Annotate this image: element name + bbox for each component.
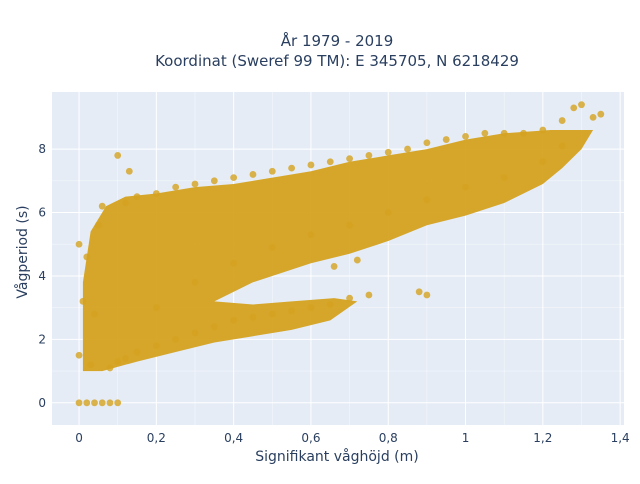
scatter-point (353, 256, 361, 264)
scatter-point (152, 342, 160, 350)
scatter-point (230, 316, 238, 324)
scatter-point (114, 152, 122, 159)
scatter-point (152, 304, 160, 312)
x-tick-label: 0 (75, 431, 83, 445)
scatter-point (481, 129, 489, 137)
scatter-point (114, 358, 122, 365)
tick-labels: 0 0,2 0,4 0,6 0,8 1 1,2 1,4 0 2 4 6 8 (38, 142, 629, 445)
scatter-point (346, 155, 353, 163)
scatter-point (365, 291, 373, 299)
scatter-point (191, 278, 199, 286)
scatter-point (589, 113, 597, 121)
scatter-point (230, 259, 238, 267)
scatter-point (249, 313, 257, 321)
scatter-point (288, 307, 296, 315)
scatter-point (423, 291, 431, 299)
scatter-point (330, 263, 338, 270)
scatter-point (172, 183, 180, 191)
scatter-point (423, 139, 431, 147)
y-tick-label: 6 (38, 206, 46, 220)
y-tick-label: 0 (38, 396, 46, 410)
scatter-point (91, 399, 98, 407)
y-tick-label: 8 (38, 142, 46, 156)
scatter-point (346, 221, 353, 229)
scatter-point (75, 399, 83, 407)
scatter-point (125, 167, 133, 175)
scatter-point (249, 171, 257, 178)
scatter-point (75, 351, 83, 359)
scatter-point (423, 196, 431, 204)
x-tick-label: 1,2 (533, 431, 552, 445)
scatter-point (597, 110, 605, 118)
x-tick-label: 0,6 (301, 431, 320, 445)
x-tick-label: 0,8 (379, 431, 398, 445)
scatter-point (172, 335, 180, 343)
scatter-point (106, 364, 114, 372)
scatter-point (83, 399, 91, 407)
scatter-point (558, 142, 566, 150)
x-tick-label: 0,4 (224, 431, 243, 445)
scatter-point (520, 129, 527, 137)
scatter-point (307, 231, 315, 239)
scatter-point (230, 174, 238, 182)
scatter-point (570, 104, 578, 112)
scatter-point (79, 297, 87, 305)
scatter-point (539, 126, 547, 134)
scatter-point (122, 355, 129, 362)
scatter-point (268, 244, 276, 251)
scatter-point (404, 145, 411, 153)
scatter-point (191, 329, 199, 337)
scatter-point (133, 193, 141, 201)
scatter-point (288, 164, 296, 172)
y-tick-label: 4 (38, 269, 46, 283)
x-tick-label: 1 (462, 431, 470, 445)
scatter-point (558, 117, 566, 124)
x-axis-title: Signifikant våghöjd (m) (255, 448, 418, 465)
scatter-point (462, 133, 469, 140)
scatter-point (210, 323, 218, 331)
scatter-point (114, 399, 122, 407)
chart-title-line2: Koordinat (Sweref 99 TM): E 345705, N 62… (155, 52, 519, 70)
scatter-point (415, 288, 423, 296)
scatter-point (268, 310, 276, 318)
scatter-point (500, 174, 508, 182)
scatter-point (87, 361, 95, 369)
scatter-point (83, 253, 91, 261)
y-axis-title: Vågperiod (s) (14, 205, 31, 298)
scatter-point (122, 199, 129, 207)
y-tick-label: 2 (38, 332, 46, 346)
scatter-point (384, 209, 392, 216)
scatter-point (133, 348, 141, 356)
scatter-point (442, 136, 450, 143)
scatter-point (365, 152, 373, 159)
scatter-point (91, 310, 98, 318)
scatter-point (500, 129, 508, 137)
scatter-point (346, 294, 353, 302)
scatter-point (191, 180, 199, 188)
scatter-point (98, 399, 106, 407)
scatter-point (539, 158, 547, 166)
scatter-point (307, 161, 315, 169)
scatter-point (462, 183, 469, 191)
scatter-point (98, 202, 106, 210)
chart-title-line1: År 1979 - 2019 (281, 31, 394, 50)
scatter-point (384, 148, 392, 156)
scatter-point (210, 177, 218, 185)
scatter-point (75, 240, 83, 248)
scatter-point (326, 158, 334, 166)
scatter-points (75, 101, 605, 407)
scatter-point (152, 190, 160, 197)
x-tick-label: 0,2 (147, 431, 166, 445)
x-tick-label: 1,4 (611, 431, 630, 445)
scatter-point (326, 301, 334, 308)
scatter-point (94, 221, 102, 229)
scatter-point (106, 399, 114, 407)
scatter-point (268, 167, 276, 175)
scatter-point (578, 101, 585, 109)
scatter-point (307, 304, 315, 312)
